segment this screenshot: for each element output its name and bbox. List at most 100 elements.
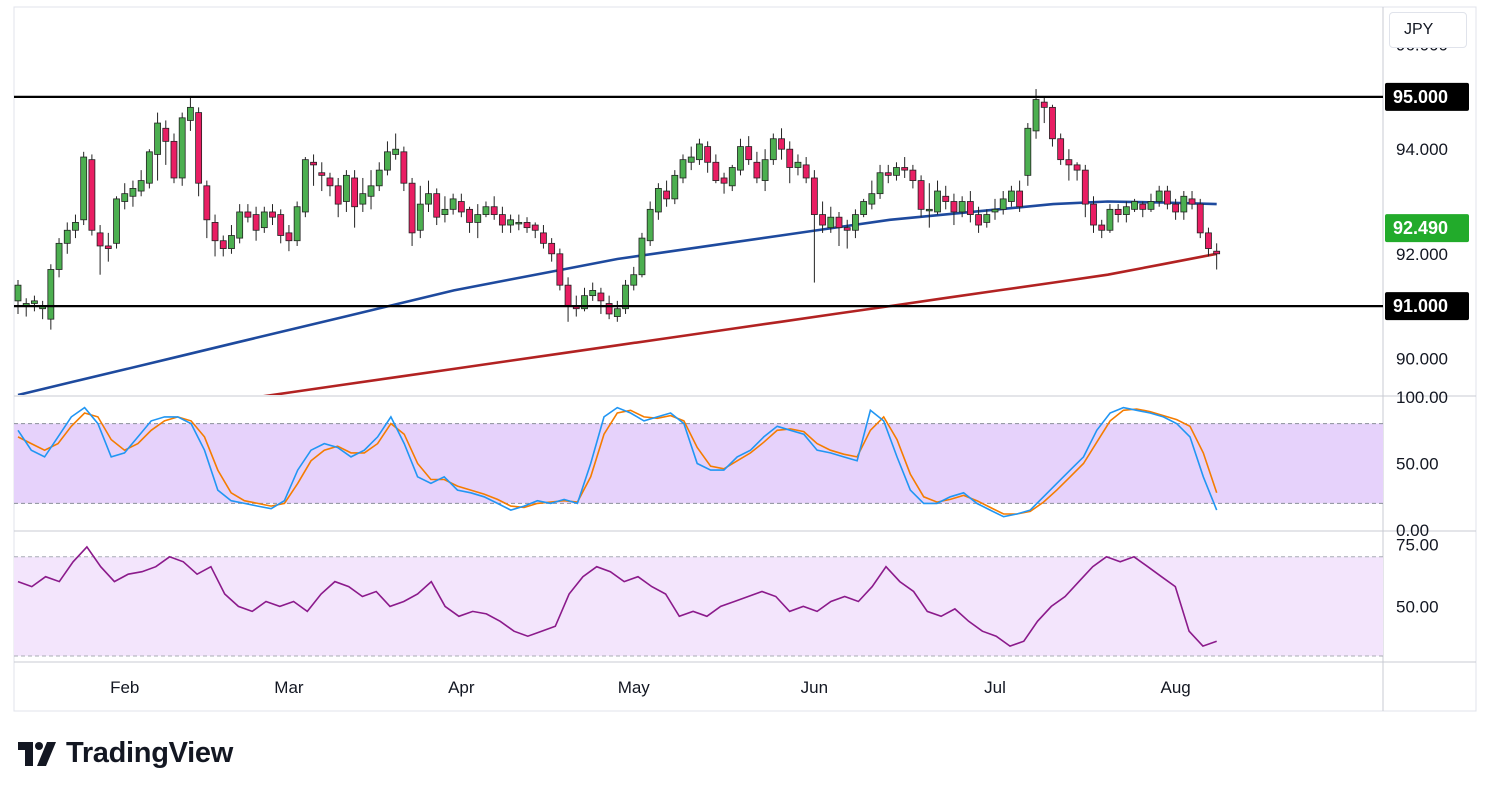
- candle-body: [375, 169, 383, 187]
- candle-body: [367, 185, 375, 197]
- candle-body: [679, 159, 687, 179]
- candle-body: [1098, 224, 1106, 231]
- candle-body: [72, 222, 79, 231]
- candle-body: [334, 185, 342, 205]
- candle-body: [47, 269, 55, 320]
- candle-body: [794, 161, 802, 168]
- candle-body: [187, 106, 194, 121]
- candle-body: [884, 172, 892, 176]
- candle-body: [745, 146, 753, 161]
- candle-body: [1196, 203, 1204, 234]
- candle-body: [991, 208, 999, 213]
- moving-averages: [17, 200, 1217, 395]
- currency-label[interactable]: JPY: [1389, 12, 1467, 48]
- candle-body: [359, 193, 367, 205]
- candle-body: [893, 167, 900, 176]
- candle-body: [236, 211, 244, 239]
- candle-body: [408, 182, 416, 234]
- candle-body: [852, 214, 859, 231]
- candle-body: [671, 174, 679, 200]
- candle-body: [810, 177, 818, 215]
- candle-body: [860, 201, 868, 215]
- price-tick-label: 90.000: [1396, 349, 1448, 368]
- candle-body: [687, 156, 695, 163]
- ma_slow-line: [263, 252, 1217, 395]
- candle-body: [1049, 106, 1056, 140]
- candle-body: [277, 214, 285, 236]
- candle-body: [1008, 190, 1015, 202]
- candle-body: [1188, 198, 1196, 205]
- candle-body: [728, 167, 736, 187]
- candle-body: [1106, 208, 1114, 231]
- candle-body: [1090, 203, 1097, 226]
- candle-body: [351, 177, 359, 208]
- month-label: May: [618, 678, 651, 697]
- candle-body: [219, 240, 227, 249]
- candle-body: [769, 138, 777, 161]
- candle-body: [934, 190, 941, 213]
- candle-body: [113, 198, 120, 244]
- candle-body: [564, 284, 572, 307]
- candle-body: [88, 159, 96, 231]
- candle-body: [466, 208, 473, 223]
- candle-body: [589, 290, 597, 297]
- candle-body: [540, 232, 547, 244]
- price-tick-label: 94.000: [1396, 140, 1448, 159]
- candle-body: [137, 180, 145, 192]
- candle-body: [482, 206, 490, 215]
- candle-body: [999, 198, 1007, 210]
- candle-body: [843, 227, 851, 231]
- tradingview-brand[interactable]: TradingView: [18, 737, 233, 770]
- axis-labels: 96.00094.00092.00090.000100.0050.000.007…: [110, 36, 1448, 697]
- candle-body: [244, 211, 252, 218]
- stoch_k-line: [17, 406, 1218, 518]
- candle-body: [433, 193, 441, 218]
- candle-body: [293, 206, 301, 242]
- candle-body: [622, 284, 629, 310]
- rsi-tick-label: 50.00: [1396, 597, 1439, 616]
- chart-border: [13, 6, 1477, 712]
- level-tag-bg: [1385, 292, 1469, 321]
- month-label: Feb: [110, 678, 139, 697]
- month-label: Jul: [984, 678, 1006, 697]
- candle-body: [1122, 206, 1130, 215]
- candle-body: [104, 245, 112, 249]
- candle-body: [31, 300, 38, 304]
- candle-body: [400, 151, 408, 184]
- horizontal-levels[interactable]: [14, 95, 1383, 308]
- rsi-line: [17, 545, 1217, 648]
- candle-body: [145, 151, 153, 184]
- rsi-band-fill: [14, 556, 1383, 657]
- candle-body: [228, 235, 235, 249]
- candle-body: [712, 161, 720, 181]
- candle-body: [195, 112, 203, 184]
- candle-body: [1205, 232, 1212, 249]
- candle-body: [310, 161, 317, 166]
- candle-body: [630, 274, 638, 286]
- candle-body: [917, 180, 925, 210]
- tradingview-logo-icon: [18, 741, 56, 766]
- month-label: Mar: [274, 678, 304, 697]
- candle-body: [507, 219, 515, 226]
- candle-body: [1065, 159, 1073, 166]
- candle-body: [96, 232, 104, 247]
- price-tags: 95.000 91.000 92.490: [1385, 82, 1469, 321]
- candle-body: [301, 159, 309, 213]
- candle-body: [1032, 99, 1040, 132]
- candle-body: [819, 214, 826, 226]
- candle-body: [1155, 190, 1163, 202]
- candle-body: [318, 172, 326, 176]
- candle-body: [260, 211, 268, 229]
- stochastic-tick-label: 0.00: [1396, 521, 1429, 540]
- candle-body: [1131, 201, 1138, 210]
- candle-body: [548, 242, 556, 255]
- stochastic-tick-label: 50.00: [1396, 455, 1439, 474]
- candle-body: [1139, 203, 1147, 210]
- candle-body: [1164, 190, 1171, 205]
- candle-body: [663, 190, 670, 200]
- candle-body: [269, 211, 276, 218]
- candle-body: [80, 156, 88, 221]
- candle-body: [942, 195, 950, 202]
- candle-body: [490, 206, 498, 215]
- stochastic-tick-label: 100.00: [1396, 388, 1448, 407]
